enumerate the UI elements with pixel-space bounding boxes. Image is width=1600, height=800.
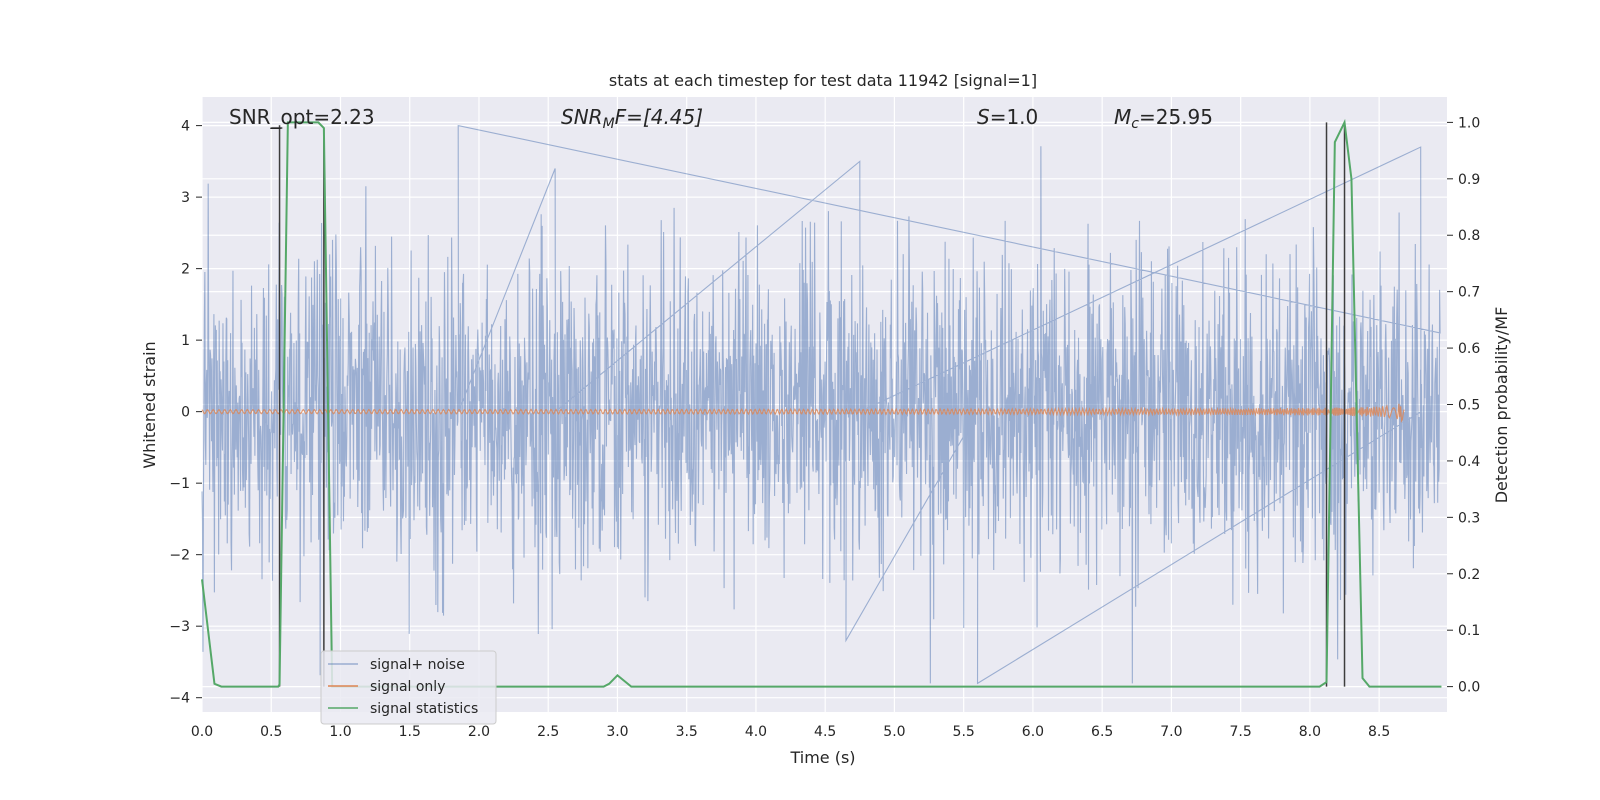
y-tick-label: 3	[181, 190, 190, 206]
annotation-snr-mf-base: SNR	[561, 105, 603, 129]
y-axis-label: Whitened strain	[140, 341, 159, 468]
x-tick-label: 3.0	[606, 724, 628, 740]
y-tick-labels: 4 3 2 1 0 −1 −2 −3 −4	[169, 119, 190, 707]
y2-axis-label: Detection probability/MF	[1492, 307, 1511, 504]
legend-label-signal-statistics: signal statistics	[370, 701, 478, 717]
series-signal-only	[201, 403, 1405, 423]
x-tick-labels: 0.0 0.5 1.0 1.5 2.0 2.5 3.0 3.5 4.0 4.5 5.0 5.5 6.0 6…	[191, 724, 1390, 740]
x-tick-label: 7.5	[1230, 724, 1252, 740]
x-tick-label: 1.0	[329, 724, 351, 740]
legend: signal+ noise signal only signal statist…	[320, 650, 497, 725]
y2-tick-label: 0.7	[1458, 285, 1480, 301]
x-tick-label: 6.0	[1022, 724, 1044, 740]
annotation-s: S=1.0	[977, 105, 1038, 129]
legend-label-signal-noise: signal+ noise	[370, 657, 465, 673]
y2-tick-label: 0.0	[1458, 680, 1480, 696]
y2-tick-label: 0.9	[1458, 172, 1480, 188]
y-tick-label: −4	[169, 691, 190, 707]
y-tick-label: 2	[181, 262, 190, 278]
signal-trace	[201, 403, 1405, 423]
annotation-s-italic: S	[977, 105, 990, 129]
annotation-snr-mf-sub: M	[603, 116, 615, 132]
series-signal-noise	[201, 124, 1441, 685]
x-tick-label: 0.5	[260, 724, 282, 740]
legend-label-signal-only: signal only	[370, 679, 445, 695]
x-tick-label: 0.0	[191, 724, 213, 740]
annotation-snr-opt: SNR_opt=2.23	[229, 105, 375, 129]
annotation-snr-mf: SNRMF=[4.45]	[561, 105, 703, 132]
x-tick-label: 5.5	[953, 724, 975, 740]
legend-box	[320, 650, 497, 725]
y-tick-label: 4	[181, 119, 190, 135]
series-signal-statistics	[201, 118, 1442, 688]
y2-tick-label: 0.8	[1458, 228, 1480, 244]
x-tick-label: 8.0	[1299, 724, 1321, 740]
annotation-mc: Mc=25.95	[1114, 105, 1213, 132]
x-tick-label: 5.0	[883, 724, 905, 740]
x-axis-label: Time (s)	[789, 748, 855, 767]
y2-tick-label: 1.0	[1458, 115, 1480, 131]
y2-tick-label: 0.5	[1458, 398, 1480, 414]
x-tick-label: 2.5	[537, 724, 559, 740]
y-tick-label: −3	[169, 619, 190, 635]
x-tick-label: 6.5	[1091, 724, 1113, 740]
chart-title: stats at each timestep for test data 119…	[609, 71, 1037, 90]
x-tick-label: 7.0	[1160, 724, 1182, 740]
statistics-trace	[201, 118, 1442, 688]
x-tick-label: 1.5	[399, 724, 421, 740]
y-tick-label: 0	[181, 405, 190, 421]
annotation-mc-sub: c	[1131, 116, 1139, 132]
x-tick-label: 8.5	[1368, 724, 1390, 740]
y2-tick-label: 0.2	[1458, 567, 1480, 583]
x-tick-label: 4.0	[745, 724, 767, 740]
annotation-s-rest: =1.0	[990, 105, 1039, 129]
annotation-snr-mf-rest: F=[4.45]	[615, 105, 703, 129]
y2-tick-labels: 1.0 0.9 0.8 0.7 0.6 0.5 0.4 0.3 0.2 0.1 0.0	[1458, 115, 1480, 695]
y-tick-label: −1	[169, 476, 190, 492]
y-tick-label: −2	[169, 548, 190, 564]
y2-tick-label: 0.3	[1458, 510, 1480, 526]
x-tick-label: 2.0	[468, 724, 490, 740]
x-tick-label: 4.5	[814, 724, 836, 740]
annotation-mc-rest: =25.95	[1139, 105, 1213, 129]
annotation-mc-base: M	[1114, 105, 1131, 129]
x-tick-label: 3.5	[676, 724, 698, 740]
vertical-markers	[271, 122, 1346, 687]
y-tick-label: 1	[181, 333, 190, 349]
y2-tick-label: 0.4	[1458, 454, 1480, 470]
noise-trace	[201, 124, 1441, 685]
y2-tick-label: 0.1	[1458, 623, 1480, 639]
y2-tick-label: 0.6	[1458, 341, 1480, 357]
